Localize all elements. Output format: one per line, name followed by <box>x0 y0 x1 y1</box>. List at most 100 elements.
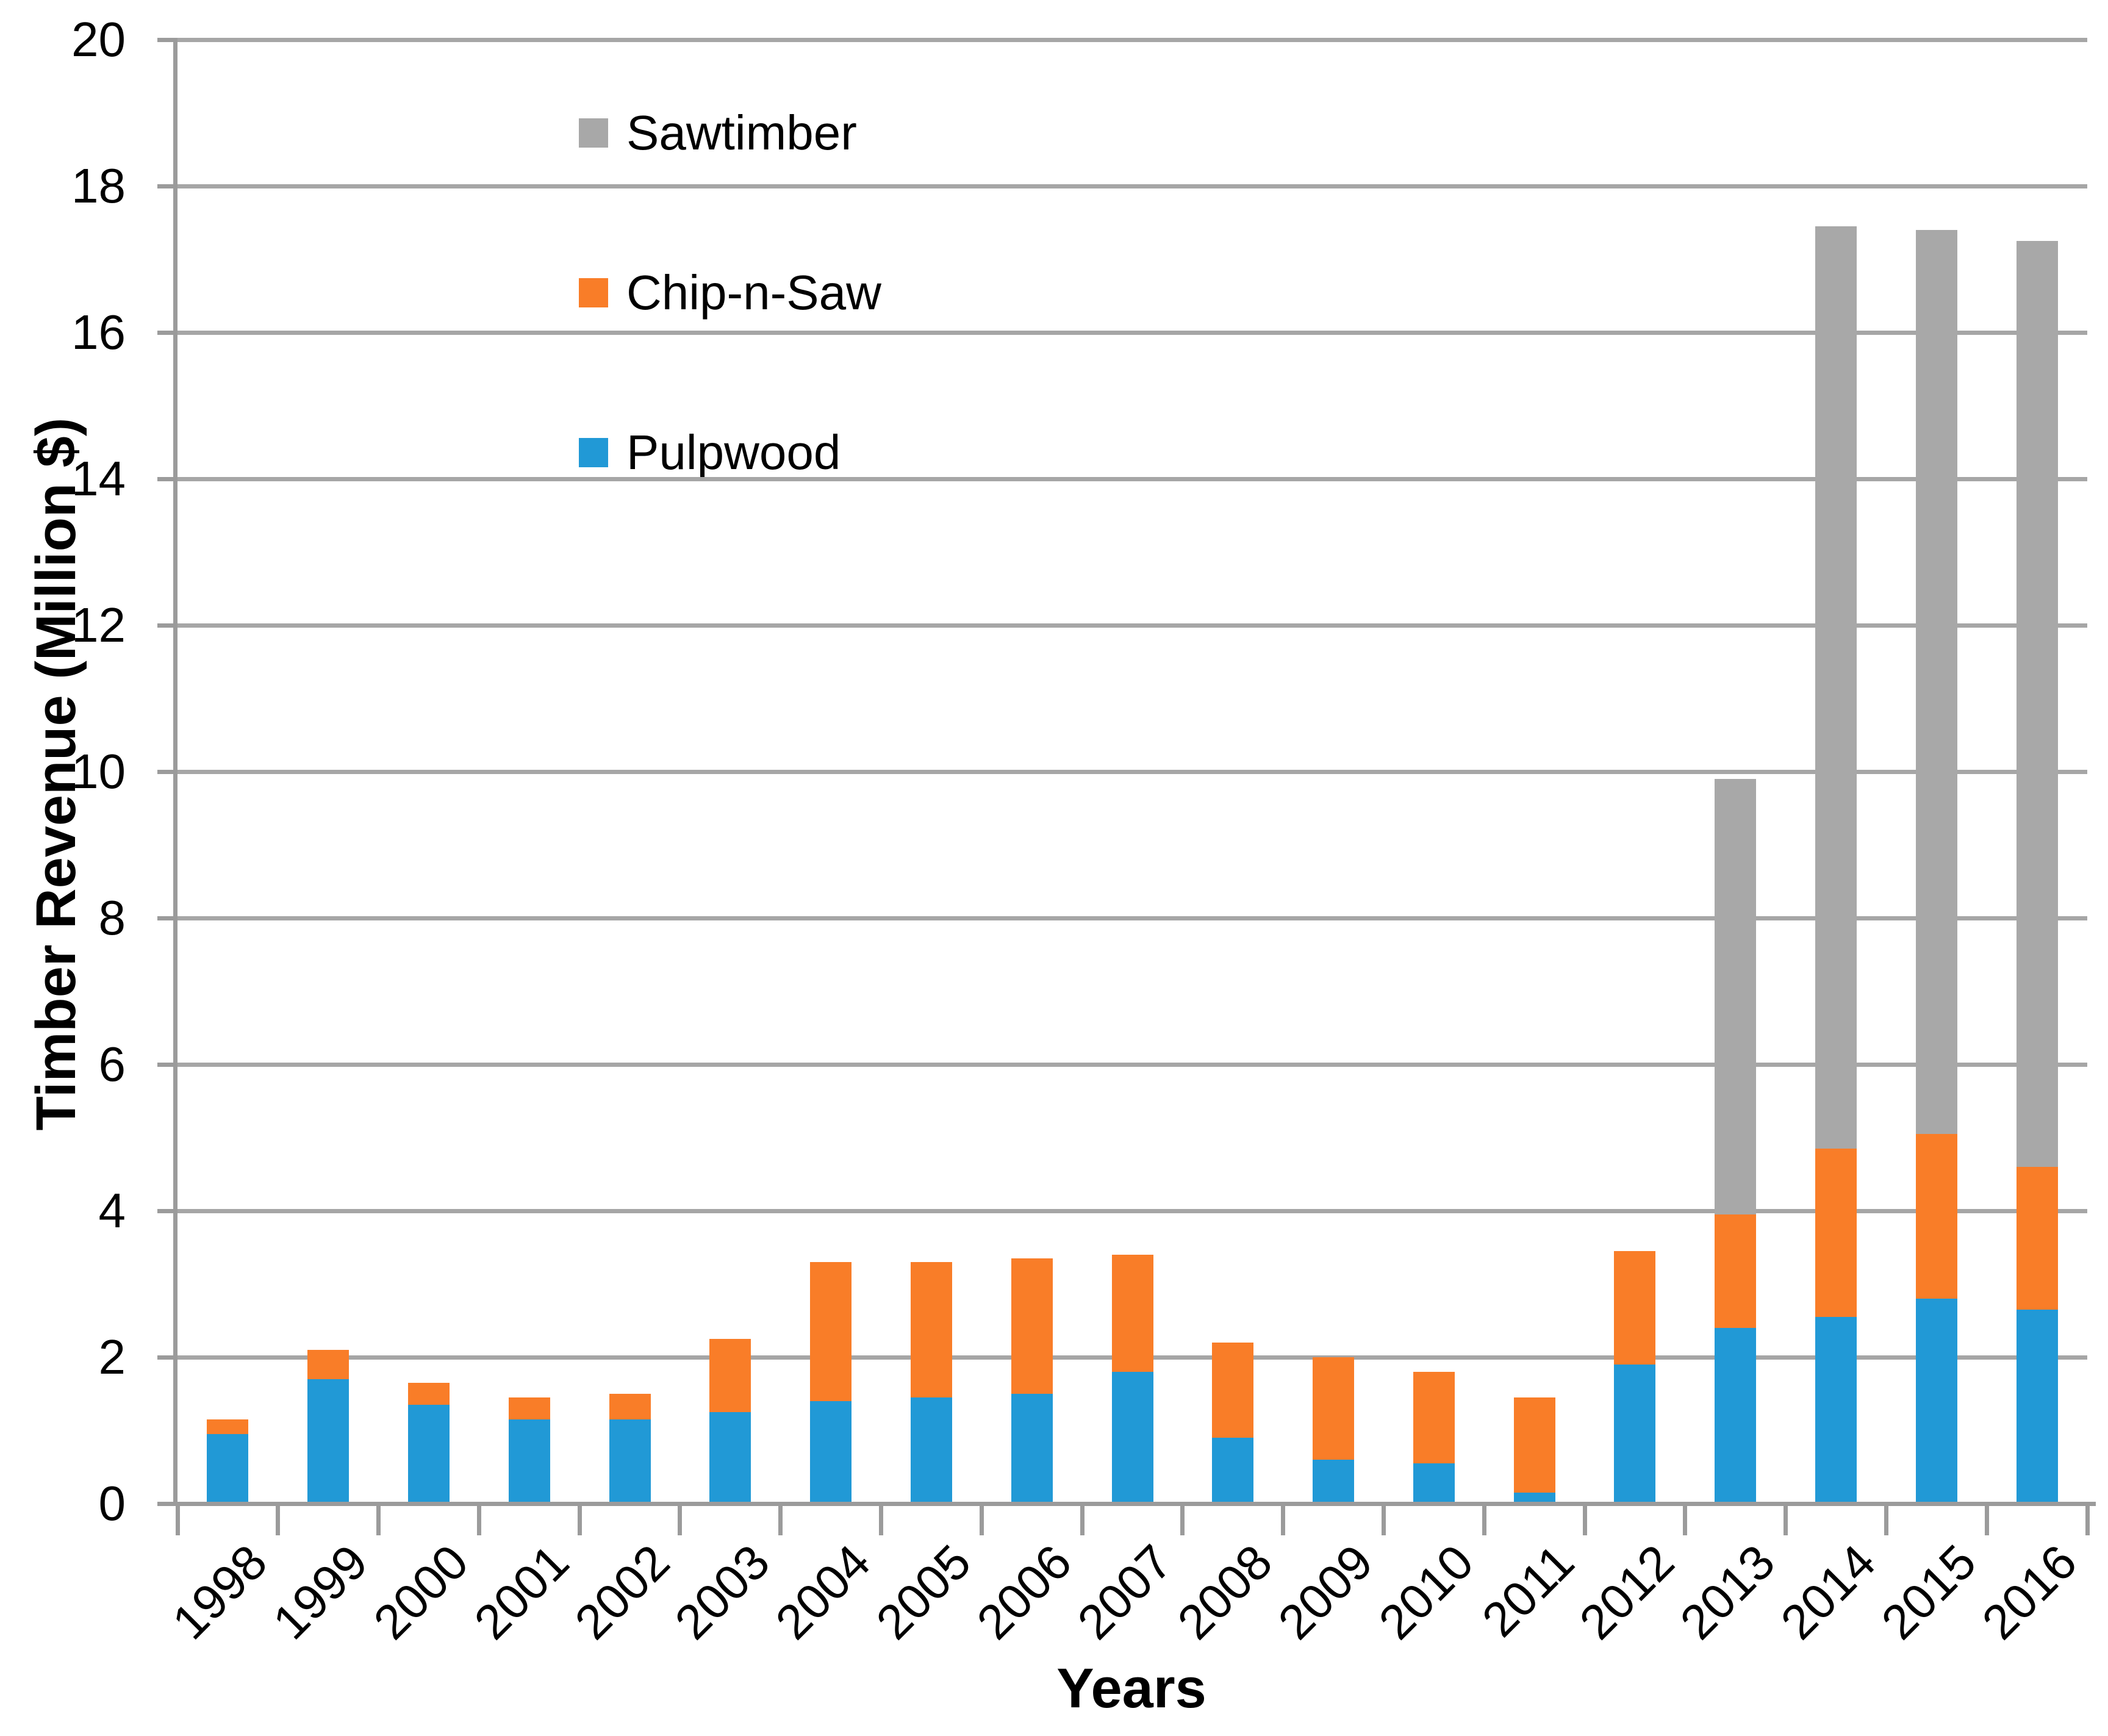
bar-2000-chip-n-saw <box>407 1383 450 1405</box>
bar-2003-pulpwood <box>709 1412 751 1504</box>
y-tick-mark-2 <box>157 1355 173 1360</box>
x-tick-mark-16 <box>1784 1505 1788 1535</box>
x-tick-mark-14 <box>1582 1505 1587 1535</box>
x-tick-mark-12 <box>1381 1505 1386 1535</box>
legend-label-pulpwood: Pulpwood <box>626 425 841 479</box>
gridline-y-16 <box>177 330 2087 335</box>
y-tick-label-6: 6 <box>98 1037 126 1091</box>
x-tick-mark-7 <box>879 1505 884 1535</box>
gridline-y-6 <box>177 1062 2087 1067</box>
bar-2007-chip-n-saw <box>1111 1255 1153 1372</box>
y-tick-mark-12 <box>157 623 173 628</box>
y-tick-mark-4 <box>157 1208 173 1213</box>
y-tick-label-4: 4 <box>98 1183 126 1238</box>
y-tick-label-16: 16 <box>71 305 126 359</box>
gridline-y-4 <box>177 1208 2087 1213</box>
bar-2001-pulpwood <box>508 1419 550 1504</box>
legend-item-sawtimber: Sawtimber <box>579 109 857 157</box>
x-tick-mark-13 <box>1482 1505 1486 1535</box>
bar-2005-chip-n-saw <box>910 1262 952 1397</box>
legend-item-chip-n-saw: Chip-n-Saw <box>579 268 881 317</box>
bar-2008-chip-n-saw <box>1212 1343 1254 1438</box>
x-tick-mark-17 <box>1884 1505 1888 1535</box>
bar-2012-chip-n-saw <box>1614 1251 1656 1365</box>
bar-2015-chip-n-saw <box>1915 1134 1957 1299</box>
bar-2016-chip-n-saw <box>2016 1167 2058 1310</box>
bar-2016-sawtimber <box>2016 241 2058 1167</box>
x-tick-mark-19 <box>2085 1505 2090 1535</box>
bar-1998-pulpwood <box>207 1434 249 1504</box>
y-tick-mark-20 <box>157 37 173 42</box>
bar-2012-pulpwood <box>1614 1365 1656 1504</box>
bar-1999-chip-n-saw <box>307 1350 350 1379</box>
x-tick-mark-0 <box>175 1505 180 1535</box>
gridline-y-18 <box>177 184 2087 188</box>
bar-2002-chip-n-saw <box>609 1394 651 1419</box>
gridline-y-20 <box>177 37 2087 42</box>
y-tick-label-0: 0 <box>98 1476 126 1530</box>
x-tick-mark-3 <box>476 1505 481 1535</box>
bar-2009-pulpwood <box>1313 1460 1355 1504</box>
x-tick-mark-18 <box>1984 1505 1989 1535</box>
bar-2008-pulpwood <box>1212 1438 1254 1504</box>
legend-label-sawtimber: Sawtimber <box>626 106 857 160</box>
x-axis-title: Years <box>1056 1657 1206 1720</box>
bar-2004-chip-n-saw <box>810 1262 852 1401</box>
bar-2015-sawtimber <box>1915 230 1957 1134</box>
y-tick-label-2: 2 <box>98 1330 126 1384</box>
y-tick-mark-10 <box>157 769 173 774</box>
y-tick-label-20: 20 <box>71 12 126 66</box>
bar-2010-chip-n-saw <box>1413 1372 1455 1463</box>
pulpwood-swatch-icon <box>579 438 608 467</box>
y-tick-label-14: 14 <box>71 451 126 506</box>
x-tick-mark-8 <box>979 1505 984 1535</box>
y-tick-mark-16 <box>157 330 173 335</box>
bar-2011-chip-n-saw <box>1513 1397 1555 1493</box>
x-tick-mark-11 <box>1281 1505 1286 1535</box>
x-tick-mark-4 <box>577 1505 582 1535</box>
x-tick-mark-6 <box>778 1505 783 1535</box>
bar-2003-chip-n-saw <box>709 1339 751 1412</box>
gridline-y-12 <box>177 623 2087 628</box>
y-tick-mark-18 <box>157 184 173 188</box>
y-tick-label-8: 8 <box>98 891 126 945</box>
x-tick-mark-15 <box>1683 1505 1688 1535</box>
x-tick-mark-2 <box>376 1505 381 1535</box>
x-tick-mark-9 <box>1080 1505 1084 1535</box>
bar-2014-chip-n-saw <box>1815 1149 1857 1317</box>
y-tick-mark-8 <box>157 916 173 920</box>
bar-2001-chip-n-saw <box>508 1397 550 1419</box>
bar-2013-sawtimber <box>1715 779 1757 1214</box>
y-tick-label-18: 18 <box>71 159 126 213</box>
x-tick-mark-10 <box>1180 1505 1185 1535</box>
bar-2005-pulpwood <box>910 1397 952 1504</box>
bar-2014-sawtimber <box>1815 226 1857 1149</box>
y-tick-mark-14 <box>157 476 173 481</box>
bar-2013-chip-n-saw <box>1715 1214 1757 1328</box>
bar-2000-pulpwood <box>407 1405 450 1504</box>
y-tick-label-10: 10 <box>71 744 126 798</box>
bar-2013-pulpwood <box>1715 1328 1757 1504</box>
legend-label-chip-n-saw: Chip-n-Saw <box>626 265 881 320</box>
y-axis-line <box>173 37 177 1506</box>
bar-2016-pulpwood <box>2016 1310 2058 1504</box>
gridline-y-8 <box>177 916 2087 920</box>
x-tick-mark-1 <box>276 1505 281 1535</box>
bar-2009-chip-n-saw <box>1313 1357 1355 1460</box>
sawtimber-swatch-icon <box>579 118 608 148</box>
bar-2015-pulpwood <box>1915 1299 1957 1504</box>
bar-2006-pulpwood <box>1011 1394 1053 1504</box>
bar-2002-pulpwood <box>609 1419 651 1504</box>
bar-2004-pulpwood <box>810 1401 852 1504</box>
bar-2011-pulpwood <box>1513 1493 1555 1504</box>
bar-1999-pulpwood <box>307 1379 350 1504</box>
y-tick-label-12: 12 <box>71 598 126 652</box>
y-tick-mark-6 <box>157 1062 173 1067</box>
chip-n-saw-swatch-icon <box>579 278 608 307</box>
bar-2006-chip-n-saw <box>1011 1258 1053 1394</box>
gridline-y-10 <box>177 769 2087 774</box>
x-tick-mark-5 <box>678 1505 683 1535</box>
y-tick-mark-0 <box>157 1501 173 1506</box>
gridline-y-14 <box>177 476 2087 481</box>
